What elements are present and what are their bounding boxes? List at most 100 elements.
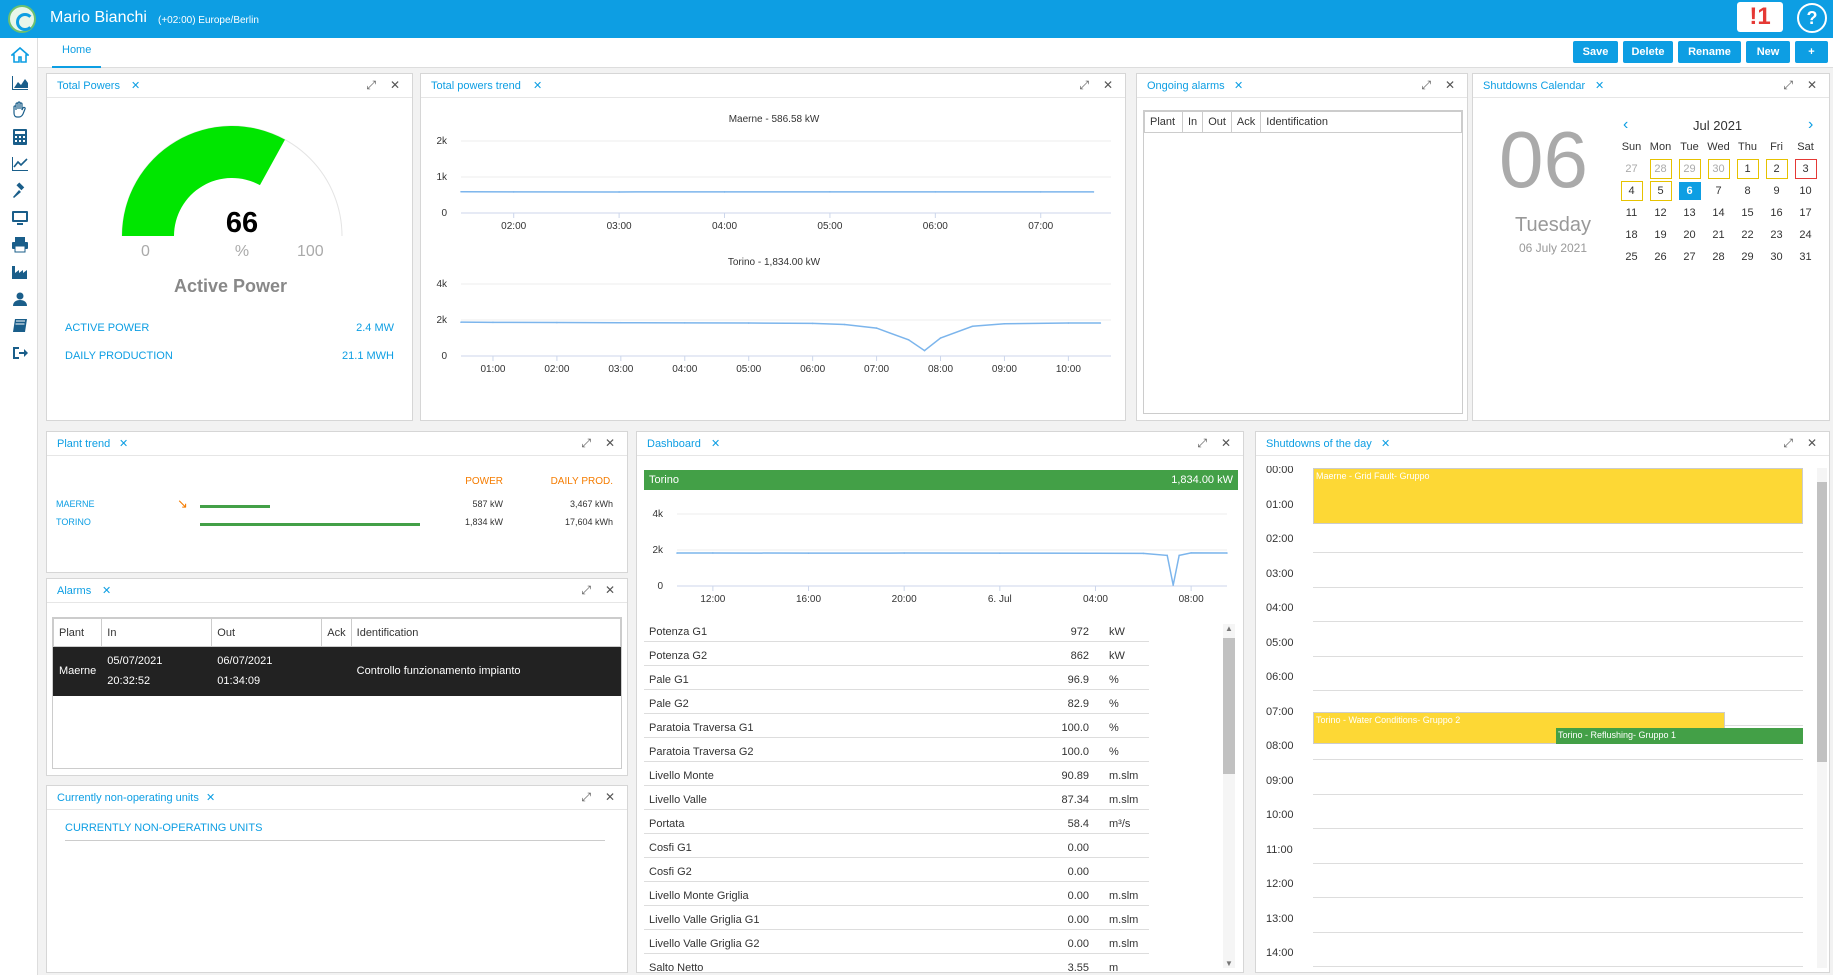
delete-button[interactable]: Delete bbox=[1623, 41, 1673, 63]
close-icon[interactable]: ✕ bbox=[604, 790, 615, 804]
hand-icon[interactable] bbox=[11, 101, 29, 119]
calendar-day[interactable]: 22 bbox=[1741, 229, 1754, 241]
calendar-day[interactable]: 24 bbox=[1799, 229, 1812, 241]
calendar-day[interactable]: 8 bbox=[1744, 185, 1751, 197]
calendar-day[interactable]: 28 bbox=[1649, 159, 1672, 179]
home-icon[interactable] bbox=[9, 46, 31, 64]
calendar-day[interactable]: 5 bbox=[1649, 181, 1672, 201]
book-icon[interactable] bbox=[11, 317, 29, 335]
calendar-day[interactable]: 12 bbox=[1654, 207, 1667, 219]
calendar-day[interactable]: 15 bbox=[1741, 207, 1754, 219]
scroll-up-icon[interactable]: ▲ bbox=[1225, 624, 1233, 633]
shutdown-event[interactable]: Torino - Reflushing- Gruppo 1 bbox=[1556, 728, 1803, 744]
expand-icon[interactable]: ⤢ bbox=[581, 790, 591, 804]
add-button[interactable]: + bbox=[1795, 41, 1828, 63]
monitor-icon[interactable] bbox=[11, 209, 29, 227]
column-header[interactable]: Out bbox=[1202, 111, 1232, 133]
close-icon[interactable]: ✕ bbox=[1102, 78, 1113, 92]
tab-home[interactable]: Home bbox=[52, 38, 102, 68]
area-chart-icon[interactable] bbox=[11, 74, 29, 92]
new-button[interactable]: New bbox=[1746, 41, 1790, 63]
shutdown-event[interactable]: Maerne - Grid Fault- Gruppo bbox=[1313, 468, 1803, 524]
calendar-day[interactable]: 3 bbox=[1794, 159, 1817, 179]
close-icon[interactable]: ✕ bbox=[1220, 436, 1231, 450]
expand-icon[interactable]: ⤢ bbox=[581, 436, 591, 450]
factory-icon[interactable] bbox=[11, 263, 29, 281]
close-tab-icon[interactable]: ✕ bbox=[1595, 80, 1605, 92]
scrollbar[interactable] bbox=[1817, 468, 1827, 968]
calendar-day[interactable]: 16 bbox=[1770, 207, 1783, 219]
column-header[interactable]: In bbox=[101, 618, 213, 647]
app-logo[interactable] bbox=[8, 5, 36, 33]
calendar-day[interactable]: 23 bbox=[1770, 229, 1783, 241]
next-month-button[interactable]: › bbox=[1808, 116, 1814, 133]
expand-icon[interactable]: ⤢ bbox=[1079, 78, 1089, 92]
calendar-day[interactable]: 2 bbox=[1765, 159, 1788, 179]
printer-icon[interactable] bbox=[11, 236, 29, 254]
scrollbar-thumb[interactable] bbox=[1817, 482, 1827, 762]
calendar-day[interactable]: 18 bbox=[1625, 229, 1638, 241]
close-tab-icon[interactable]: ✕ bbox=[711, 438, 721, 450]
calendar-day[interactable]: 10 bbox=[1799, 185, 1812, 197]
line-chart-icon[interactable] bbox=[11, 155, 29, 173]
close-tab-icon[interactable]: ✕ bbox=[1381, 438, 1391, 450]
calendar-day[interactable]: 31 bbox=[1799, 251, 1812, 263]
calendar-day[interactable]: 1 bbox=[1736, 159, 1759, 179]
close-tab-icon[interactable]: ✕ bbox=[206, 792, 216, 804]
expand-icon[interactable]: ⤢ bbox=[1421, 78, 1431, 92]
expand-icon[interactable]: ⤢ bbox=[1783, 436, 1793, 450]
close-icon[interactable]: ✕ bbox=[604, 436, 615, 450]
calendar-day[interactable]: 26 bbox=[1654, 251, 1667, 263]
user-icon[interactable] bbox=[11, 290, 29, 308]
column-header[interactable]: Plant bbox=[52, 618, 103, 647]
scroll-down-icon[interactable]: ▼ bbox=[1225, 959, 1233, 968]
calendar-day[interactable]: 6 bbox=[1678, 182, 1701, 200]
save-button[interactable]: Save bbox=[1573, 41, 1618, 63]
help-button[interactable]: ? bbox=[1797, 3, 1827, 33]
column-header[interactable]: Ack bbox=[1230, 111, 1262, 133]
calendar-day[interactable]: 4 bbox=[1620, 181, 1643, 201]
table-row[interactable]: Maerne 05/07/2021 20:32:52 06/07/2021 01:3… bbox=[52, 646, 622, 696]
calendar-day[interactable]: 29 bbox=[1678, 159, 1701, 179]
expand-icon[interactable]: ⤢ bbox=[1783, 78, 1793, 92]
column-header[interactable]: Ack bbox=[321, 618, 352, 647]
column-header[interactable]: Out bbox=[211, 618, 323, 647]
prev-month-button[interactable]: ‹ bbox=[1623, 116, 1629, 133]
close-icon[interactable]: ✕ bbox=[389, 78, 400, 92]
column-header[interactable]: Identification bbox=[1260, 111, 1462, 133]
close-icon[interactable]: ✕ bbox=[1806, 78, 1817, 92]
expand-icon[interactable]: ⤢ bbox=[581, 583, 591, 597]
column-header[interactable]: In bbox=[1181, 111, 1204, 133]
calendar-day[interactable]: 29 bbox=[1741, 251, 1754, 263]
calendar-day[interactable]: 28 bbox=[1712, 251, 1725, 263]
gavel-icon[interactable] bbox=[11, 182, 29, 200]
close-icon[interactable]: ✕ bbox=[604, 583, 615, 597]
calendar-day[interactable]: 30 bbox=[1707, 159, 1730, 179]
close-tab-icon[interactable]: ✕ bbox=[102, 585, 112, 597]
column-header[interactable]: Identification bbox=[350, 618, 622, 647]
calendar-day[interactable]: 27 bbox=[1683, 251, 1696, 263]
calendar-day[interactable]: 21 bbox=[1712, 229, 1725, 241]
close-tab-icon[interactable]: ✕ bbox=[131, 80, 141, 92]
alarm-ack[interactable] bbox=[321, 646, 352, 696]
close-tab-icon[interactable]: ✕ bbox=[119, 438, 129, 450]
expand-icon[interactable]: ⤢ bbox=[1197, 436, 1207, 450]
calendar-day[interactable]: 30 bbox=[1770, 251, 1783, 263]
close-icon[interactable]: ✕ bbox=[1806, 436, 1817, 450]
calendar-day[interactable]: 17 bbox=[1799, 207, 1812, 219]
calendar-day[interactable]: 9 bbox=[1773, 185, 1780, 197]
logout-icon[interactable] bbox=[11, 344, 29, 362]
column-header[interactable]: Plant bbox=[1144, 111, 1183, 133]
calendar-day[interactable]: 7 bbox=[1715, 185, 1722, 197]
close-tab-icon[interactable]: ✕ bbox=[533, 80, 543, 92]
calendar-day[interactable]: 20 bbox=[1683, 229, 1696, 241]
calendar-day[interactable]: 14 bbox=[1712, 207, 1725, 219]
calendar-day[interactable]: 27 bbox=[1625, 163, 1638, 175]
close-tab-icon[interactable]: ✕ bbox=[1234, 80, 1244, 92]
calculator-icon[interactable] bbox=[11, 128, 29, 146]
calendar-day[interactable]: 11 bbox=[1625, 207, 1638, 219]
expand-icon[interactable]: ⤢ bbox=[366, 78, 376, 92]
scrollbar-thumb[interactable] bbox=[1223, 638, 1235, 774]
calendar-day[interactable]: 13 bbox=[1683, 207, 1696, 219]
scrollbar[interactable]: ▲ ▼ bbox=[1223, 624, 1235, 968]
